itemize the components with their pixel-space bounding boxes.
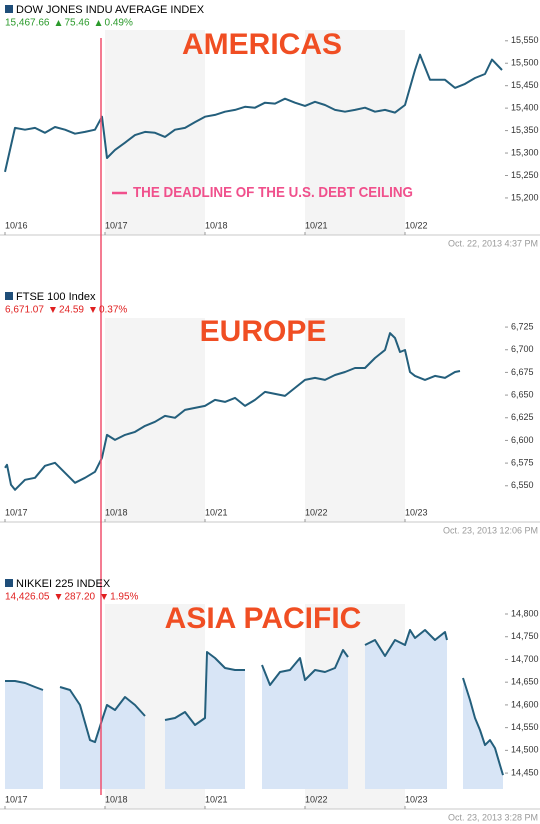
y-tick-label: 6,550 (511, 480, 534, 490)
quote-change-pct: 1.95% (110, 592, 138, 603)
change-arrow (55, 594, 62, 600)
y-tick-label: 6,650 (511, 389, 534, 399)
x-tick-label: 10/18 (105, 507, 128, 517)
change-arrow (101, 594, 108, 600)
labels: DOW JONES INDU AVERAGE INDEX 15,467.66 75.… (4, 4, 539, 822)
x-tick-label: 10/21 (305, 220, 328, 230)
y-tick-label: 15,550 (511, 35, 539, 45)
x-tick-label: 10/17 (5, 507, 28, 517)
y-tick-label: 14,500 (511, 745, 539, 755)
index-title: DOW JONES INDU AVERAGE INDEX (16, 4, 205, 16)
x-tick-label: 10/18 (205, 220, 228, 230)
quote-last: 14,426.05 (5, 592, 50, 603)
index-title: NIKKEI 225 INDEX (16, 578, 111, 590)
index-title: FTSE 100 Index (16, 291, 96, 303)
change-arrow (89, 307, 96, 313)
y-tick-label: 14,750 (511, 631, 539, 641)
y-tick-label: 15,400 (511, 103, 539, 113)
quote-change: 287.20 (65, 592, 96, 603)
y-tick-label: 14,800 (511, 608, 539, 618)
quote-change: 24.59 (59, 305, 84, 316)
change-arrow (49, 307, 56, 313)
quote-last: 15,467.66 (5, 18, 50, 29)
index-icon (5, 579, 13, 587)
y-tick-label: 6,700 (511, 344, 534, 354)
x-tick-label: 10/22 (305, 507, 328, 517)
y-tick-label: 6,725 (511, 321, 534, 331)
day-band (305, 30, 405, 235)
quote-last: 6,671.07 (5, 305, 44, 316)
y-tick-label: 14,450 (511, 767, 539, 777)
y-tick-label: 14,600 (511, 699, 539, 709)
x-tick-label: 10/23 (405, 794, 428, 804)
y-tick-label: 15,300 (511, 147, 539, 157)
quote-change-pct: 0.49% (105, 18, 133, 29)
price-line (4, 53, 503, 173)
y-tick-label: 15,200 (511, 192, 539, 202)
index-icon (5, 5, 13, 13)
price-line (5, 629, 504, 776)
day-band (105, 318, 205, 522)
y-tick-label: 6,600 (511, 435, 534, 445)
y-tick-label: 6,675 (511, 367, 534, 377)
y-tick-label: 6,575 (511, 457, 534, 467)
x-tick-label: 10/17 (105, 220, 128, 230)
index-icon (5, 292, 13, 300)
x-tick-label: 10/18 (105, 794, 128, 804)
x-tick-label: 10/21 (205, 507, 228, 517)
y-tick-label: 14,650 (511, 677, 539, 687)
timestamp: Oct. 23, 2013 3:28 PM (448, 812, 538, 822)
change-arrow (55, 20, 62, 26)
area-fill (262, 650, 348, 789)
area-fill (365, 630, 447, 789)
area-fill (5, 681, 43, 789)
y-tick-label: 15,450 (511, 80, 539, 90)
x-tick-label: 10/22 (405, 220, 428, 230)
x-tick-label: 10/17 (5, 794, 28, 804)
x-tick-label: 10/16 (5, 220, 28, 230)
plots (4, 53, 504, 789)
y-tick-label: 15,350 (511, 125, 539, 135)
day-band (305, 318, 405, 522)
y-tick-label: 14,550 (511, 722, 539, 732)
quote-change-pct: 0.37% (99, 305, 127, 316)
x-tick-label: 10/23 (405, 507, 428, 517)
area-fill (165, 652, 245, 789)
timestamp: Oct. 22, 2013 4:37 PM (448, 238, 538, 248)
region-label: ASIA PACIFIC (165, 602, 362, 635)
area-fill (463, 678, 503, 789)
x-tick-label: 10/21 (205, 794, 228, 804)
deadline-note: THE DEADLINE OF THE U.S. DEBT CEILING (133, 184, 413, 201)
quote-change: 75.46 (65, 18, 90, 29)
change-arrow (95, 20, 102, 26)
region-label: AMERICAS (182, 28, 342, 61)
y-tick-label: 6,625 (511, 412, 534, 422)
y-tick-label: 15,500 (511, 58, 539, 68)
timestamp: Oct. 23, 2013 12:06 PM (443, 525, 538, 535)
y-tick-label: 15,250 (511, 170, 539, 180)
x-tick-label: 10/22 (305, 794, 328, 804)
price-line (4, 332, 461, 491)
y-tick-label: 14,700 (511, 654, 539, 664)
region-label: EUROPE (200, 315, 327, 348)
